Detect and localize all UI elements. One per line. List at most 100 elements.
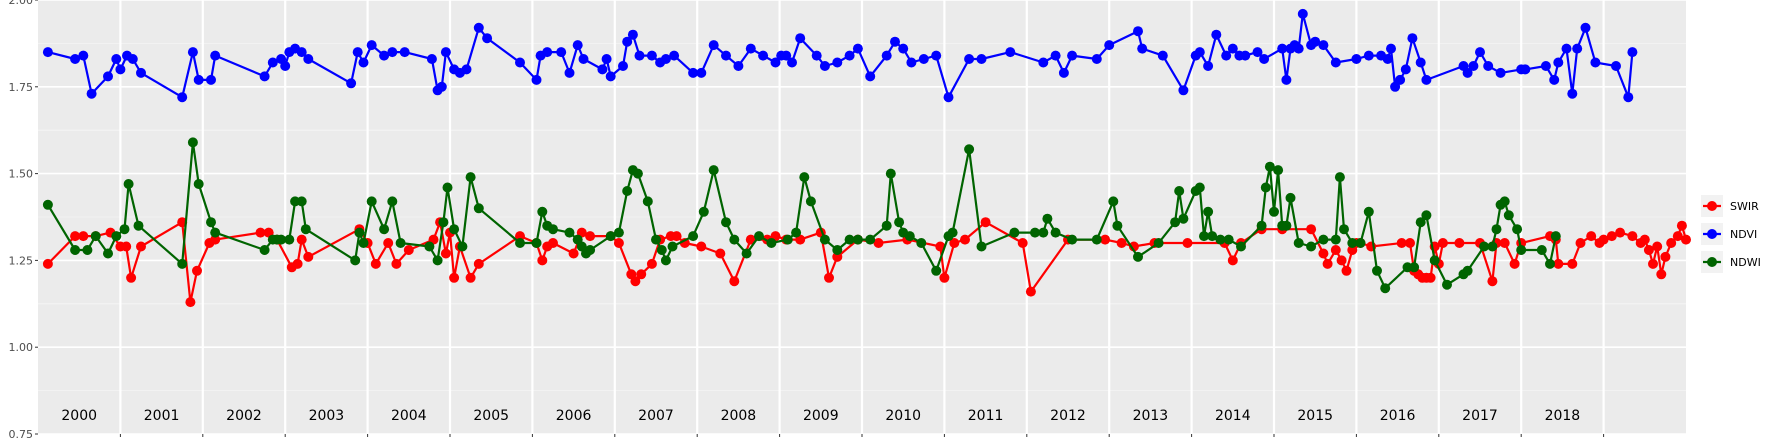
legend-label: SWIR [1730, 200, 1759, 213]
data-point-ndwi [1536, 245, 1547, 255]
data-point-ndwi [1429, 255, 1440, 266]
data-point-swir [745, 234, 756, 245]
data-point-swir [383, 238, 394, 248]
data-point-ndvi [42, 47, 53, 58]
data-point-ndwi [656, 245, 667, 255]
data-point-ndvi [1351, 54, 1362, 64]
data-point-swir [568, 248, 579, 259]
data-point-ndwi [1264, 161, 1275, 172]
data-point-swir [939, 272, 950, 283]
data-point-ndwi [904, 231, 915, 242]
data-point-ndwi [465, 172, 476, 183]
data-point-ndvi [618, 61, 628, 71]
data-point-ndvi [473, 22, 484, 33]
data-point-ndvi [890, 36, 900, 47]
data-point-ndvi [1091, 54, 1102, 64]
data-point-swir [473, 258, 484, 269]
year-label: 2007 [638, 408, 674, 424]
data-point-ndwi [605, 231, 616, 242]
data-point-ndvi [1386, 43, 1396, 54]
data-point-ndwi [193, 179, 204, 189]
data-point-ndwi [844, 234, 855, 245]
data-point-ndwi [1256, 220, 1267, 231]
data-point-ndvi [943, 92, 954, 103]
data-point-ndvi [1203, 61, 1214, 71]
data-point-swir [585, 231, 596, 242]
data-point-ndwi [1545, 258, 1555, 269]
data-point-ndvi [259, 71, 270, 82]
data-point-ndvi [1221, 50, 1232, 61]
year-label: 2011 [968, 408, 1004, 424]
year-label: 2000 [61, 408, 97, 424]
data-point-ndwi [42, 199, 53, 210]
data-point-ndvi [1553, 57, 1564, 68]
year-label: 2017 [1462, 408, 1498, 424]
data-point-ndvi [1281, 74, 1292, 85]
data-point-ndwi [284, 234, 295, 245]
data-point-ndwi [1409, 262, 1420, 273]
data-point-swir [210, 234, 221, 245]
data-point-ndvi [1540, 61, 1551, 71]
data-point-ndvi [1567, 88, 1578, 99]
data-point-ndwi [379, 224, 390, 235]
data-point-ndwi [1512, 224, 1523, 235]
data-point-ndwi [791, 227, 802, 238]
data-point-ndvi [70, 54, 81, 64]
data-point-ndwi [537, 206, 548, 217]
data-point-ndwi [1223, 234, 1234, 245]
data-point-ndvi [1310, 36, 1321, 47]
data-point-ndvi [1483, 61, 1494, 71]
data-point-ndwi [206, 217, 216, 228]
data-point-ndvi [1415, 57, 1426, 68]
data-point-swir [646, 258, 657, 269]
data-point-ndvi [564, 67, 575, 78]
data-point-ndwi [424, 241, 435, 252]
data-point-swir [1598, 234, 1609, 245]
data-point-ndvi [708, 40, 719, 51]
data-point-swir [465, 272, 476, 283]
data-point-swir [1330, 245, 1341, 255]
data-point-ndvi [515, 57, 525, 68]
data-point-ndvi [1390, 81, 1401, 92]
data-point-ndvi [1580, 22, 1591, 33]
data-point-ndvi [1067, 50, 1078, 61]
data-point-ndvi [669, 50, 680, 61]
year-label: 2008 [721, 408, 757, 424]
data-point-ndwi [1273, 165, 1284, 176]
data-point-swir [42, 258, 53, 269]
data-point-ndvi [733, 61, 744, 71]
data-point-ndwi [1203, 206, 1214, 217]
data-point-ndwi [885, 168, 896, 179]
year-label: 2014 [1215, 408, 1251, 424]
data-point-swir [1666, 238, 1677, 248]
data-point-swir [126, 272, 137, 283]
data-point-ndvi [795, 33, 806, 44]
year-label: 2006 [556, 408, 592, 424]
data-point-ndwi [613, 227, 624, 238]
data-point-ndvi [86, 88, 97, 99]
data-point-ndwi [90, 231, 101, 242]
data-point-ndwi [82, 245, 93, 255]
data-point-ndwi [698, 206, 709, 217]
data-point-ndvi [696, 67, 707, 78]
data-point-ndvi [622, 36, 633, 47]
data-point-ndwi [1550, 231, 1561, 242]
data-point-ndvi [136, 67, 146, 78]
data-point-swir [1648, 258, 1658, 269]
data-point-ndvi [881, 50, 892, 61]
data-point-swir [630, 276, 641, 287]
data-point-swir [78, 231, 89, 242]
data-point-swir [1672, 231, 1683, 242]
data-point-swir [613, 238, 624, 248]
data-point-ndvi [578, 54, 589, 64]
data-point-ndwi [1462, 265, 1473, 276]
data-point-ndvi [787, 57, 797, 68]
data-point-ndwi [1199, 231, 1209, 242]
data-point-swir [255, 227, 266, 238]
data-point-ndvi [1133, 26, 1143, 37]
data-point-ndwi [123, 179, 134, 189]
data-point-ndvi [187, 47, 198, 58]
data-point-ndwi [177, 258, 188, 269]
data-point-ndvi [770, 57, 781, 68]
